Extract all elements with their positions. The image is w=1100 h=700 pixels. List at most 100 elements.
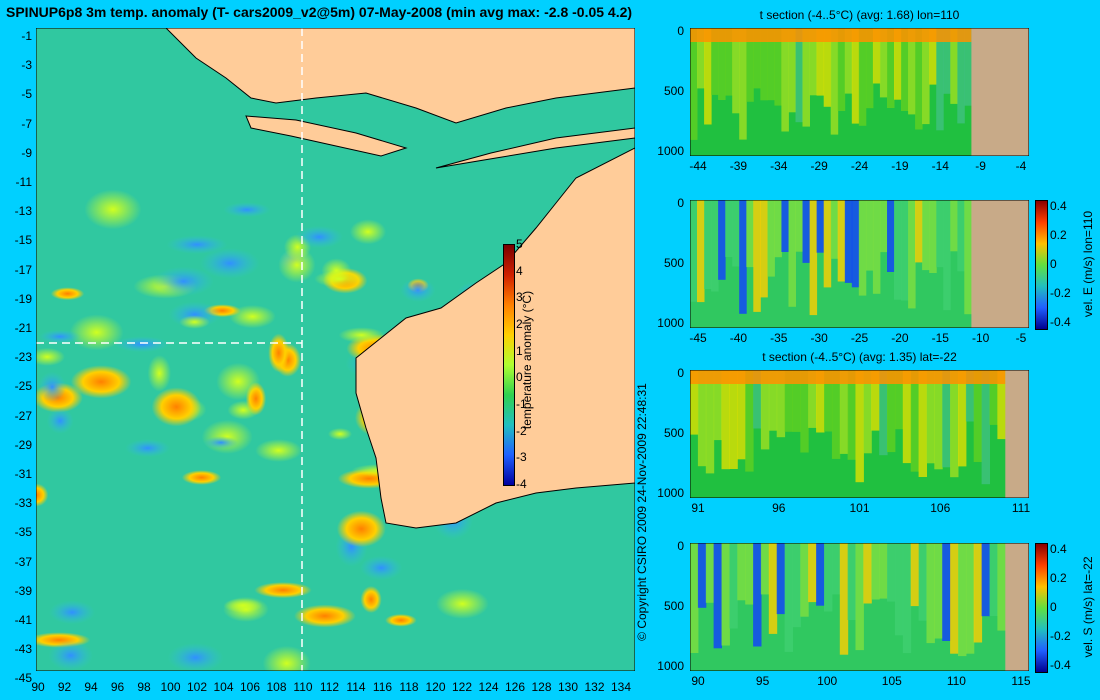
section-y-tick: 1000 <box>657 659 684 673</box>
section-cell <box>902 543 912 654</box>
section-cell <box>705 370 715 474</box>
velocity-colorbar-tick: 0 <box>1050 257 1057 271</box>
map-y-tick: -19 <box>14 291 32 306</box>
section-heatmap <box>690 543 1029 671</box>
section-cell <box>936 28 944 131</box>
section-y-tick: 0 <box>677 24 684 38</box>
map-x-tick: 94 <box>84 680 98 694</box>
section-cell <box>934 543 943 639</box>
section-cell <box>776 370 786 438</box>
australia-land <box>355 147 635 529</box>
section-cell <box>800 370 809 453</box>
section-cell <box>697 200 705 303</box>
section-cell <box>965 370 975 422</box>
map-colorbar-tick: 0 <box>516 370 523 385</box>
section-cell <box>713 370 722 441</box>
section-cell <box>697 370 707 467</box>
map-y-tick: -17 <box>14 262 32 277</box>
section-cell <box>950 28 958 104</box>
section-x-tick: 95 <box>755 674 770 688</box>
section-cell <box>760 543 770 595</box>
section-cell <box>809 200 818 316</box>
section-cell <box>690 543 699 653</box>
section-cell <box>844 28 853 94</box>
section-cell <box>837 28 846 111</box>
section-cell <box>915 28 923 130</box>
section-cell <box>745 543 754 605</box>
map-colorbar <box>503 244 515 486</box>
section-cell <box>816 543 825 606</box>
section-cell <box>879 543 888 599</box>
section-cell <box>981 543 990 617</box>
java-land <box>245 115 408 157</box>
eddy-blob <box>255 439 302 462</box>
section-y-tick: 1000 <box>657 486 684 500</box>
section-cell <box>929 28 937 85</box>
section-cell <box>795 200 803 252</box>
section-cell <box>936 200 944 268</box>
velocity-colorbar-tick: 0.2 <box>1050 571 1067 585</box>
map-x-tick: 118 <box>399 680 419 694</box>
section-cell <box>865 200 874 271</box>
section-x-tick: -30 <box>810 331 828 345</box>
section-x-tick: -20 <box>891 331 909 345</box>
map-y-tick: -33 <box>14 496 32 511</box>
velocity-colorbar-label: vel. S (m/s) lat=-22 <box>1081 556 1095 658</box>
eddy-blob <box>200 248 260 279</box>
section-cell <box>964 28 972 106</box>
section-cell <box>865 28 874 109</box>
section-x-tick: -9 <box>975 159 986 173</box>
map-x-tick: 92 <box>57 680 72 694</box>
section-cell <box>816 200 825 253</box>
map-x-tick: 134 <box>610 680 632 694</box>
section-cell <box>957 200 965 272</box>
section-cell <box>910 370 920 472</box>
section-cell <box>776 543 786 615</box>
section-cell <box>871 543 880 600</box>
eddy-blob <box>114 336 170 353</box>
section-cell <box>784 543 793 652</box>
land-mask <box>971 200 1029 328</box>
section-cell <box>943 28 951 94</box>
section-cell <box>729 543 738 629</box>
velocity-colorbar-label: vel. E (m/s) lon=110 <box>1081 210 1095 318</box>
section-cell <box>697 543 707 608</box>
section-cell <box>872 200 881 294</box>
section-title: t section (-4..5°C) (avg: 1.35) lat=-22 <box>762 350 957 364</box>
section-cell <box>802 200 810 263</box>
map-colorbar-label: temperature anomaly (°C) <box>520 290 534 430</box>
section-x-tick: 101 <box>849 501 870 515</box>
section-cell <box>942 543 951 641</box>
section-x-tick: -10 <box>971 331 990 345</box>
section-cell <box>690 370 699 435</box>
section-cell <box>774 200 782 258</box>
section-cell <box>690 28 698 140</box>
section-cell <box>808 543 817 603</box>
eddy-blob <box>223 202 271 218</box>
map-x-tick: 122 <box>451 680 473 694</box>
section-x-tick: 106 <box>930 501 951 515</box>
map-colorbar-tick: 3 <box>516 290 523 305</box>
map-x-tick: 104 <box>213 680 234 694</box>
map-y-tick: -27 <box>14 408 32 423</box>
eddy-blob <box>46 408 74 434</box>
section-cell <box>887 200 895 272</box>
section-x-tick: 110 <box>946 674 966 688</box>
eddy-blob <box>314 270 364 288</box>
map-colorbar-tick: -1 <box>516 397 527 411</box>
section-x-tick: -34 <box>770 159 788 173</box>
map-x-tick: 100 <box>160 680 181 694</box>
section-heatmap <box>690 28 1029 156</box>
section-cell <box>847 370 856 460</box>
section-cell <box>830 200 839 259</box>
section-cell <box>739 28 747 140</box>
map-y-tick: -43 <box>14 642 32 657</box>
section-cell <box>739 200 747 314</box>
section-x-tick: 100 <box>817 674 838 688</box>
section-y-tick: 0 <box>677 366 684 380</box>
section-x-tick: -5 <box>1015 331 1027 345</box>
section-cell <box>922 200 930 271</box>
eddy-blob <box>262 645 311 671</box>
map-y-tick: -37 <box>14 554 32 569</box>
section-cell <box>839 543 849 655</box>
